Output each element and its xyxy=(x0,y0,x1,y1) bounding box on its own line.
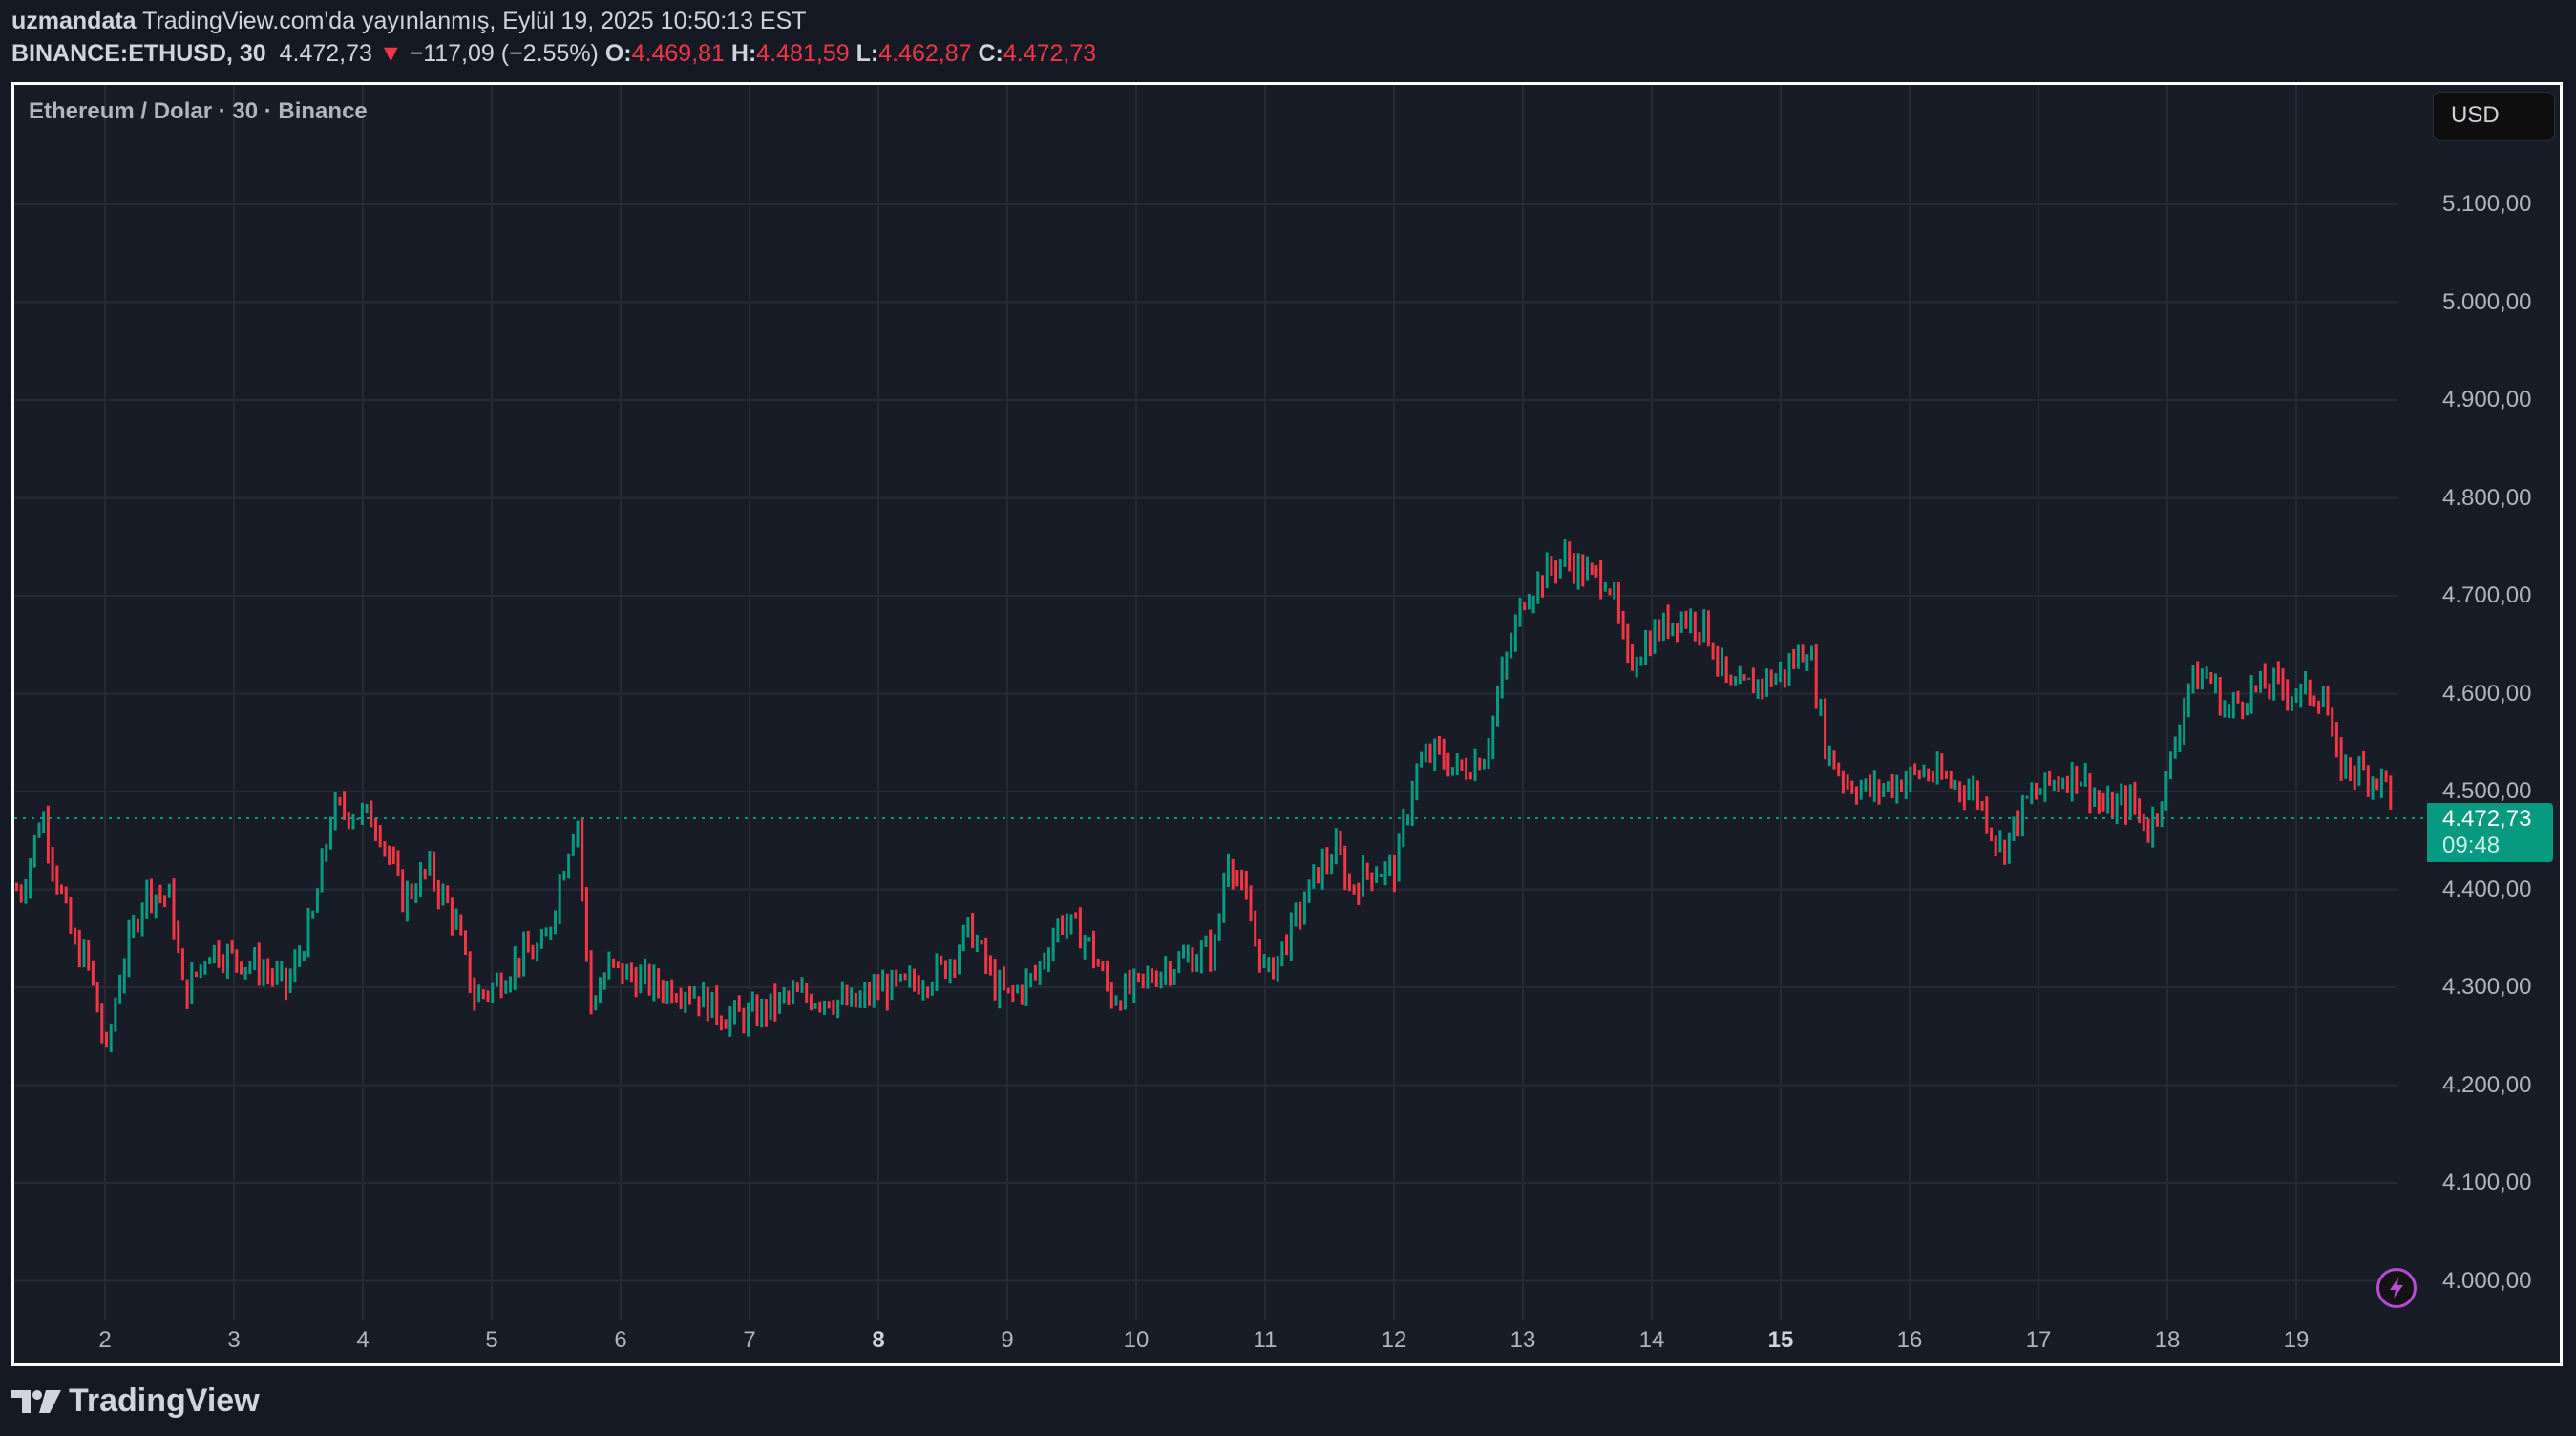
currency-button[interactable]: USD xyxy=(2433,92,2555,141)
high-label: H: xyxy=(730,40,757,67)
time-axis-label: 3 xyxy=(227,1327,241,1353)
time-axis-label: 7 xyxy=(743,1327,756,1353)
time-axis-label: 14 xyxy=(1638,1327,1665,1353)
price-axis-label: 4.100,00 xyxy=(2442,1170,2532,1195)
bar-countdown: 09:48 xyxy=(2442,833,2501,858)
price-axis-label: 4.200,00 xyxy=(2442,1071,2532,1098)
time-axis-label: 5 xyxy=(485,1327,498,1353)
brand-name: TradingView xyxy=(69,1383,260,1419)
close-label: C: xyxy=(978,40,1003,67)
time-axis-label: 9 xyxy=(1001,1327,1014,1353)
symbol-label: BINANCE:ETHUSD, 30 xyxy=(11,40,266,67)
close-value: 4.472,73 xyxy=(1003,40,1097,67)
publish-info: uzmandata TradingView.com'da yayınlanmış… xyxy=(11,8,807,35)
last-price-tag: 4.472,73 09:48 xyxy=(2427,803,2553,862)
last-price: 4.472,73 xyxy=(279,40,372,67)
tradingview-logo-icon xyxy=(11,1389,61,1413)
chart-title: Ethereum / Dolar · 30 · Binance xyxy=(29,98,368,124)
price-axis-label: 4.400,00 xyxy=(2442,876,2532,902)
time-axis-label: 4 xyxy=(356,1327,370,1353)
price-axis-label: 4.800,00 xyxy=(2442,484,2532,511)
lightning-icon[interactable] xyxy=(2376,1268,2417,1308)
tradingview-logo[interactable]: TradingView xyxy=(11,1383,260,1420)
price-tag-value: 4.472,73 xyxy=(2442,806,2532,832)
time-axis-label: 18 xyxy=(2154,1327,2181,1353)
time-axis-label: 16 xyxy=(1896,1327,1923,1353)
publish-text: TradingView.com'da yayınlanmış, Eylül 19… xyxy=(142,8,807,34)
low-label: L: xyxy=(855,40,879,67)
price-axis-label: 4.000,00 xyxy=(2442,1267,2532,1294)
price-axis-label: 5.100,00 xyxy=(2442,191,2532,217)
time-axis-label: 6 xyxy=(614,1327,627,1353)
price-axis-label: 4.700,00 xyxy=(2442,582,2532,608)
price-axis-label: 4.600,00 xyxy=(2442,680,2532,707)
open-label: O: xyxy=(604,40,632,67)
time-axis-label: 2 xyxy=(98,1327,112,1353)
time-axis-label: 8 xyxy=(872,1327,885,1353)
ohlc-legend: BINANCE:ETHUSD, 30 4.472,73 ▼ −117,09 (−… xyxy=(11,40,1096,68)
time-axis-label: 17 xyxy=(2025,1327,2052,1353)
time-axis-label: 11 xyxy=(1253,1327,1277,1353)
time-axis-label: 10 xyxy=(1123,1327,1150,1353)
open-value: 4.469,81 xyxy=(631,40,725,67)
down-arrow-icon: ▼ xyxy=(378,40,403,67)
time-axis-label: 12 xyxy=(1381,1327,1407,1353)
author-name: uzmandata xyxy=(11,8,137,34)
price-axis-label: 4.300,00 xyxy=(2442,974,2532,1000)
change-value: −117,09 (−2.55%) xyxy=(409,40,599,67)
price-axis-label: 4.900,00 xyxy=(2442,387,2532,412)
low-value: 4.462,87 xyxy=(878,40,972,67)
chart-frame[interactable] xyxy=(11,82,2563,1366)
time-axis-label: 19 xyxy=(2283,1327,2310,1353)
price-axis-label: 4.500,00 xyxy=(2442,778,2532,804)
time-axis-label: 15 xyxy=(1767,1327,1794,1353)
price-axis-label: 5.000,00 xyxy=(2442,288,2532,315)
time-axis-label: 13 xyxy=(1510,1327,1536,1353)
high-value: 4.481,59 xyxy=(756,40,850,67)
